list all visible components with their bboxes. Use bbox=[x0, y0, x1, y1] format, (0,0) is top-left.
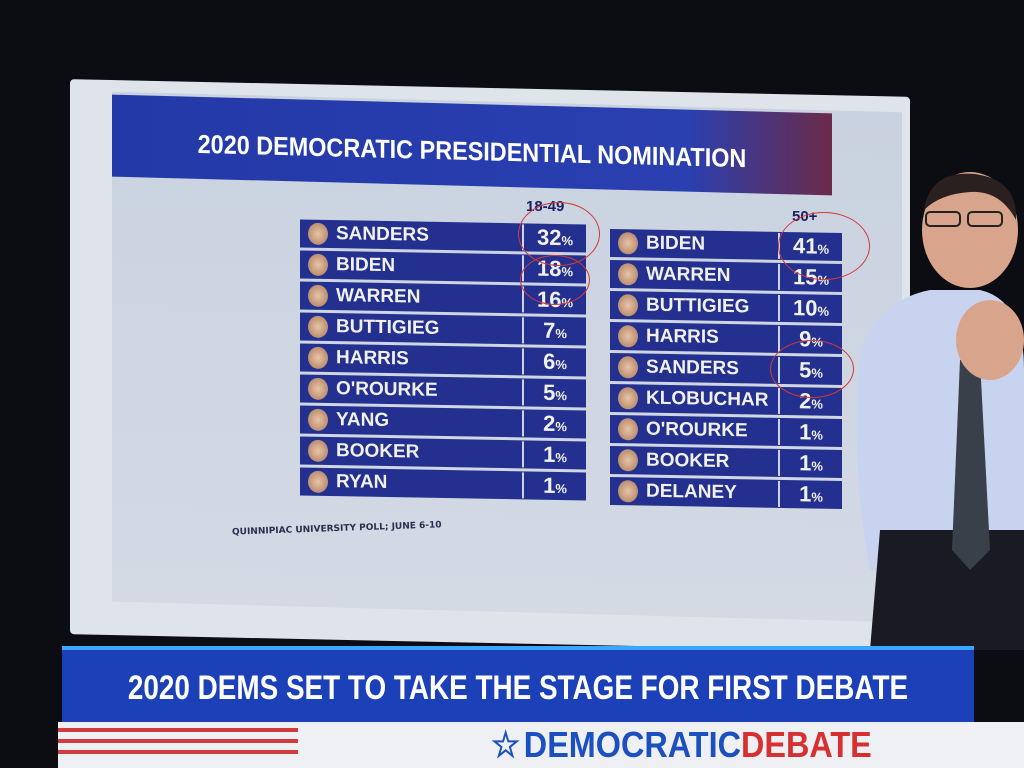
poll-row: BUTTIGIEG 10% bbox=[610, 290, 842, 324]
percent-unit: % bbox=[555, 356, 567, 373]
candidate-photo bbox=[618, 449, 638, 472]
annotation-circle bbox=[770, 340, 854, 398]
board-title: 2020 DEMOCRATIC PRESIDENTIAL NOMINATION bbox=[197, 128, 747, 174]
candidate-name: BUTTIGIEG bbox=[336, 316, 440, 339]
candidate-percent: 10% bbox=[778, 294, 842, 323]
annotation-circle bbox=[520, 255, 590, 305]
percent-unit: % bbox=[555, 480, 567, 497]
candidate-photo bbox=[308, 315, 328, 338]
percent-value: 2 bbox=[543, 410, 556, 436]
brand-strip: ☆ DEMOCRATICDEBATE bbox=[58, 722, 1024, 768]
percent-value: 5 bbox=[543, 379, 556, 405]
percent-value: 1 bbox=[799, 419, 812, 445]
candidate-photo bbox=[308, 284, 328, 307]
candidate-percent: 1% bbox=[778, 418, 842, 447]
candidate-photo bbox=[308, 408, 328, 431]
candidate-photo bbox=[618, 356, 638, 379]
candidate-photo bbox=[308, 439, 328, 462]
candidate-photo bbox=[618, 232, 638, 255]
annotation-circle bbox=[778, 212, 870, 280]
percent-value: 6 bbox=[543, 348, 556, 374]
poll-row: O'ROURKE 5% bbox=[300, 374, 586, 408]
candidate-percent: 1% bbox=[522, 441, 586, 469]
candidate-photo bbox=[618, 418, 638, 441]
candidate-name: BOOKER bbox=[336, 440, 420, 463]
percent-unit: % bbox=[555, 418, 567, 435]
candidate-photo bbox=[308, 377, 328, 400]
candidate-photo bbox=[308, 222, 328, 245]
presenter bbox=[856, 172, 1024, 650]
percent-unit: % bbox=[811, 396, 823, 412]
candidate-photo bbox=[308, 253, 328, 276]
poll-row: BOOKER 1% bbox=[300, 436, 586, 470]
candidate-photo bbox=[618, 263, 638, 286]
candidate-name: BOOKER bbox=[646, 449, 730, 473]
poll-row: YANG 2% bbox=[300, 405, 586, 439]
candidate-name: SANDERS bbox=[336, 223, 429, 246]
candidate-name: KLOBUCHAR bbox=[646, 387, 769, 411]
debate-logo: ☆ DEMOCRATICDEBATE bbox=[491, 724, 872, 765]
candidate-name: BIDEN bbox=[646, 232, 706, 255]
percent-value: 1 bbox=[543, 441, 556, 467]
candidate-name: WARREN bbox=[646, 263, 731, 287]
percent-unit: % bbox=[555, 387, 567, 404]
candidate-percent: 6% bbox=[522, 348, 586, 376]
candidate-photo bbox=[618, 480, 638, 503]
candidate-name: BUTTIGIEG bbox=[646, 294, 750, 318]
poll-row: BOOKER 1% bbox=[610, 445, 842, 479]
percent-unit: % bbox=[555, 325, 567, 342]
percent-unit: % bbox=[811, 427, 823, 443]
candidate-percent: 5% bbox=[522, 379, 586, 407]
percent-value: 7 bbox=[543, 317, 556, 343]
percent-unit: % bbox=[811, 489, 823, 505]
percent-unit: % bbox=[555, 449, 567, 466]
candidate-name: BIDEN bbox=[336, 254, 396, 277]
candidate-photo bbox=[618, 325, 638, 348]
candidate-name: RYAN bbox=[336, 471, 388, 494]
candidate-name: WARREN bbox=[336, 285, 421, 308]
candidate-name: O'ROURKE bbox=[646, 418, 748, 442]
candidate-photo bbox=[308, 346, 328, 369]
lower-third-banner: 2020 DEMS SET TO TAKE THE STAGE FOR FIRS… bbox=[62, 646, 974, 726]
percent-unit: % bbox=[817, 303, 830, 319]
candidate-percent: 7% bbox=[522, 317, 586, 345]
candidate-name: HARRIS bbox=[646, 325, 719, 348]
candidate-percent: 1% bbox=[778, 449, 842, 478]
star-icon: ☆ bbox=[491, 724, 521, 765]
poll-row: HARRIS 6% bbox=[300, 343, 586, 377]
candidate-name: SANDERS bbox=[646, 356, 739, 380]
poll-row: DELANEY 1% bbox=[610, 476, 842, 510]
candidate-percent: 2% bbox=[522, 410, 586, 438]
candidate-name: O'ROURKE bbox=[336, 378, 438, 401]
percent-value: 1 bbox=[799, 450, 812, 476]
candidate-photo bbox=[308, 470, 328, 493]
percent-unit: % bbox=[811, 458, 823, 474]
poll-row: RYAN 1% bbox=[300, 467, 586, 501]
candidate-photo bbox=[618, 387, 638, 410]
candidate-percent: 1% bbox=[778, 480, 842, 509]
percent-value: 1 bbox=[543, 472, 556, 498]
percent-value: 10 bbox=[792, 295, 818, 321]
candidate-photo bbox=[618, 294, 638, 317]
poll-row: BUTTIGIEG 7% bbox=[300, 312, 586, 346]
candidate-percent: 1% bbox=[522, 472, 586, 500]
candidate-name: DELANEY bbox=[646, 480, 737, 504]
poll-row: O'ROURKE 1% bbox=[610, 414, 842, 448]
candidate-name: HARRIS bbox=[336, 347, 409, 370]
percent-value: 1 bbox=[799, 481, 812, 507]
flag-stripes bbox=[58, 728, 298, 761]
headline: 2020 DEMS SET TO TAKE THE STAGE FOR FIRS… bbox=[127, 669, 909, 707]
candidate-name: YANG bbox=[336, 409, 390, 432]
